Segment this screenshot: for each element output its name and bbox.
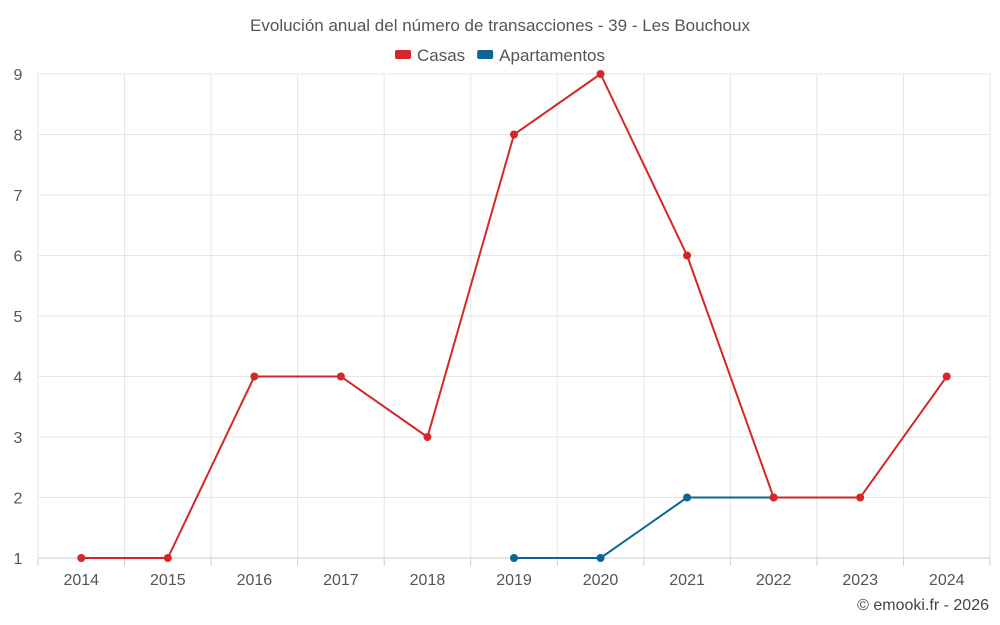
y-tick-label: 9	[14, 67, 23, 84]
y-tick-label: 8	[14, 128, 23, 145]
data-point-casas-2018[interactable]	[423, 433, 432, 441]
credit-text: © emooki.fr - 2026	[857, 597, 989, 614]
y-tick-label: 5	[14, 309, 23, 326]
data-point-casas-2023[interactable]	[856, 493, 865, 502]
chart-grid	[37, 73, 991, 558]
y-tick-label: 2	[14, 491, 23, 508]
y-tick-label: 3	[14, 430, 23, 447]
chart-series	[77, 70, 951, 562]
data-point-casas-2017[interactable]	[336, 372, 345, 381]
data-point-apartamentos-2019[interactable]	[510, 554, 518, 562]
x-tick-label: 2019	[496, 572, 532, 589]
data-point-casas-2014[interactable]	[77, 554, 86, 562]
x-tick-label: 2024	[929, 572, 965, 589]
chart-title: Evolución anual del número de transaccio…	[250, 16, 750, 35]
data-point-casas-2015[interactable]	[163, 554, 172, 562]
legend-swatch-casas	[394, 50, 411, 59]
x-tick-label: 2017	[323, 572, 359, 589]
data-point-casas-2024[interactable]	[942, 372, 951, 381]
y-tick-label: 7	[14, 188, 23, 205]
data-point-casas-2019[interactable]	[510, 130, 518, 139]
legend-label-casas[interactable]: Casas	[417, 46, 465, 65]
data-point-casas-2021[interactable]	[683, 251, 692, 260]
data-point-casas-2016[interactable]	[250, 372, 259, 381]
data-point-casas-2020[interactable]	[596, 70, 605, 78]
x-tick-label: 2016	[237, 572, 273, 589]
x-tick-label: 2014	[63, 572, 99, 589]
x-tick-label: 2015	[150, 572, 186, 589]
x-tick-label: 2021	[669, 572, 705, 589]
series-casas	[77, 70, 951, 562]
y-tick-label: 4	[14, 370, 23, 387]
x-tick-label: 2018	[410, 572, 446, 589]
data-point-casas-2022[interactable]	[769, 493, 778, 502]
legend-label-apartamentos[interactable]: Apartamentos	[499, 46, 605, 65]
x-tick-label: 2020	[583, 572, 619, 589]
data-point-apartamentos-2020[interactable]	[596, 554, 605, 562]
data-point-apartamentos-2021[interactable]	[683, 493, 692, 502]
chart-axes: 1 2 3 4 5 6 7 8 9 2014 2015 2016 2017 2018 2019 2020 202…	[14, 67, 991, 589]
x-tick-label: 2022	[756, 572, 792, 589]
y-tick-label: 1	[14, 551, 23, 568]
y-tick-label: 6	[14, 249, 23, 266]
series-line-apartamentos	[514, 496, 774, 559]
chart-legend[interactable]: Casas Apartamentos	[394, 46, 605, 65]
x-tick-label: 2023	[842, 572, 878, 589]
legend-swatch-apartamentos	[477, 50, 494, 59]
